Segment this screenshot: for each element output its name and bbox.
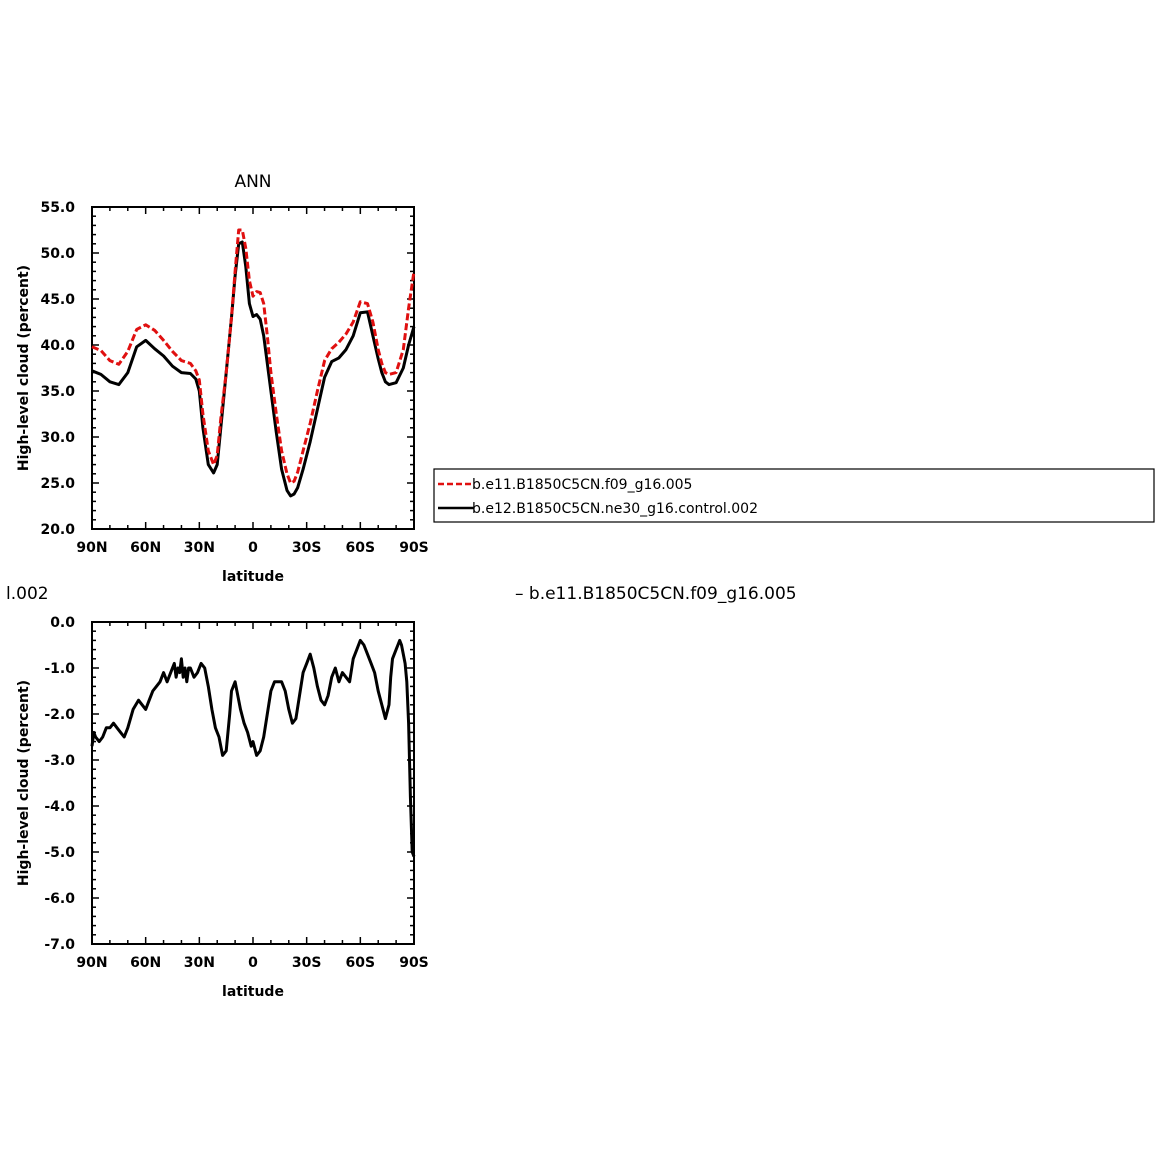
bottom-plot-frame (91, 621, 415, 945)
top-x-tick-label: 30N (184, 540, 215, 556)
bottom-x-tick-label: 0 (248, 955, 258, 971)
legend: b.e11.B1850C5CN.f09_g16.005 b.e12.B1850C… (433, 468, 1155, 523)
top-series-line-1 (91, 228, 416, 485)
top-y-tick-label: 55.0 (40, 200, 75, 216)
top-y-tick-label: 25.0 (40, 476, 75, 492)
top-x-tick-label: 30S (292, 540, 322, 556)
bottom-plot-series (90, 638, 416, 858)
top-x-tick-label: 0 (248, 540, 258, 556)
bottom-x-axis-label: latitude (222, 984, 284, 1000)
legend-box (433, 468, 1155, 523)
top-y-tick-label: 20.0 (40, 522, 75, 538)
top-y-tick-label: 40.0 (40, 338, 75, 354)
bottom-y-tick-label: -1.0 (44, 661, 75, 677)
bottom-y-tick-label: -6.0 (44, 891, 75, 907)
bottom-y-tick-label: -3.0 (44, 753, 75, 769)
bottom-plot-ticks: 90N 60N 30N 0 30S 60S 90S 0.0 -1.0 -2.0 -3.0 -4.0 -5… (44, 615, 428, 971)
top-x-tick-label: 60N (130, 540, 161, 556)
bottom-x-tick-label: 60N (130, 955, 161, 971)
bottom-y-tick-label: -7.0 (44, 937, 75, 953)
legend-label-series2: b.e12.B1850C5CN.ne30_g16.control.002 (472, 501, 758, 517)
top-series-line-2 (91, 240, 416, 498)
bottom-x-tick-label: 90N (76, 955, 107, 971)
top-y-tick-label: 45.0 (40, 292, 75, 308)
bottom-x-tick-label: 90S (399, 955, 429, 971)
top-plot-frame (91, 206, 415, 530)
legend-label-series1: b.e11.B1850C5CN.f09_g16.005 (472, 477, 692, 493)
cut-title-left: l.002 (6, 584, 49, 604)
bottom-plot: 90N 60N 30N 0 30S 60S 90S 0.0 -1.0 -2.0 -3.0 -4.0 -5… (16, 615, 429, 1000)
bottom-series-line-1 (90, 638, 416, 858)
bottom-x-tick-label: 30S (292, 955, 322, 971)
bottom-y-tick-label: -4.0 (44, 799, 75, 815)
top-plot-ticks: 90N 60N 30N 0 30S 60S 90S 20.0 25.0 30.0 35.0 40.0 4… (40, 200, 428, 556)
top-y-tick-label: 50.0 (40, 246, 75, 262)
bottom-y-tick-label: -2.0 (44, 707, 75, 723)
top-x-tick-label: 60S (346, 540, 376, 556)
top-y-tick-label: 35.0 (40, 384, 75, 400)
top-x-axis-label: latitude (222, 569, 284, 585)
bottom-y-tick-label: -5.0 (44, 845, 75, 861)
top-plot: 90N 60N 30N 0 30S 60S 90S 20.0 25.0 30.0 35.0 40.0 4… (16, 200, 429, 585)
top-x-tick-label: 90S (399, 540, 429, 556)
bottom-x-tick-label: 60S (346, 955, 376, 971)
top-chart-title: ANN (234, 172, 271, 192)
cut-title-right: – b.e11.B1850C5CN.f09_g16.005 (515, 584, 797, 604)
top-plot-series (91, 228, 416, 498)
top-y-axis-label: High-level cloud (percent) (16, 265, 32, 471)
top-y-tick-label: 30.0 (40, 430, 75, 446)
top-x-tick-label: 90N (76, 540, 107, 556)
bottom-y-axis-label: High-level cloud (percent) (16, 680, 32, 886)
bottom-x-tick-label: 30N (184, 955, 215, 971)
bottom-y-tick-label: 0.0 (50, 615, 75, 631)
